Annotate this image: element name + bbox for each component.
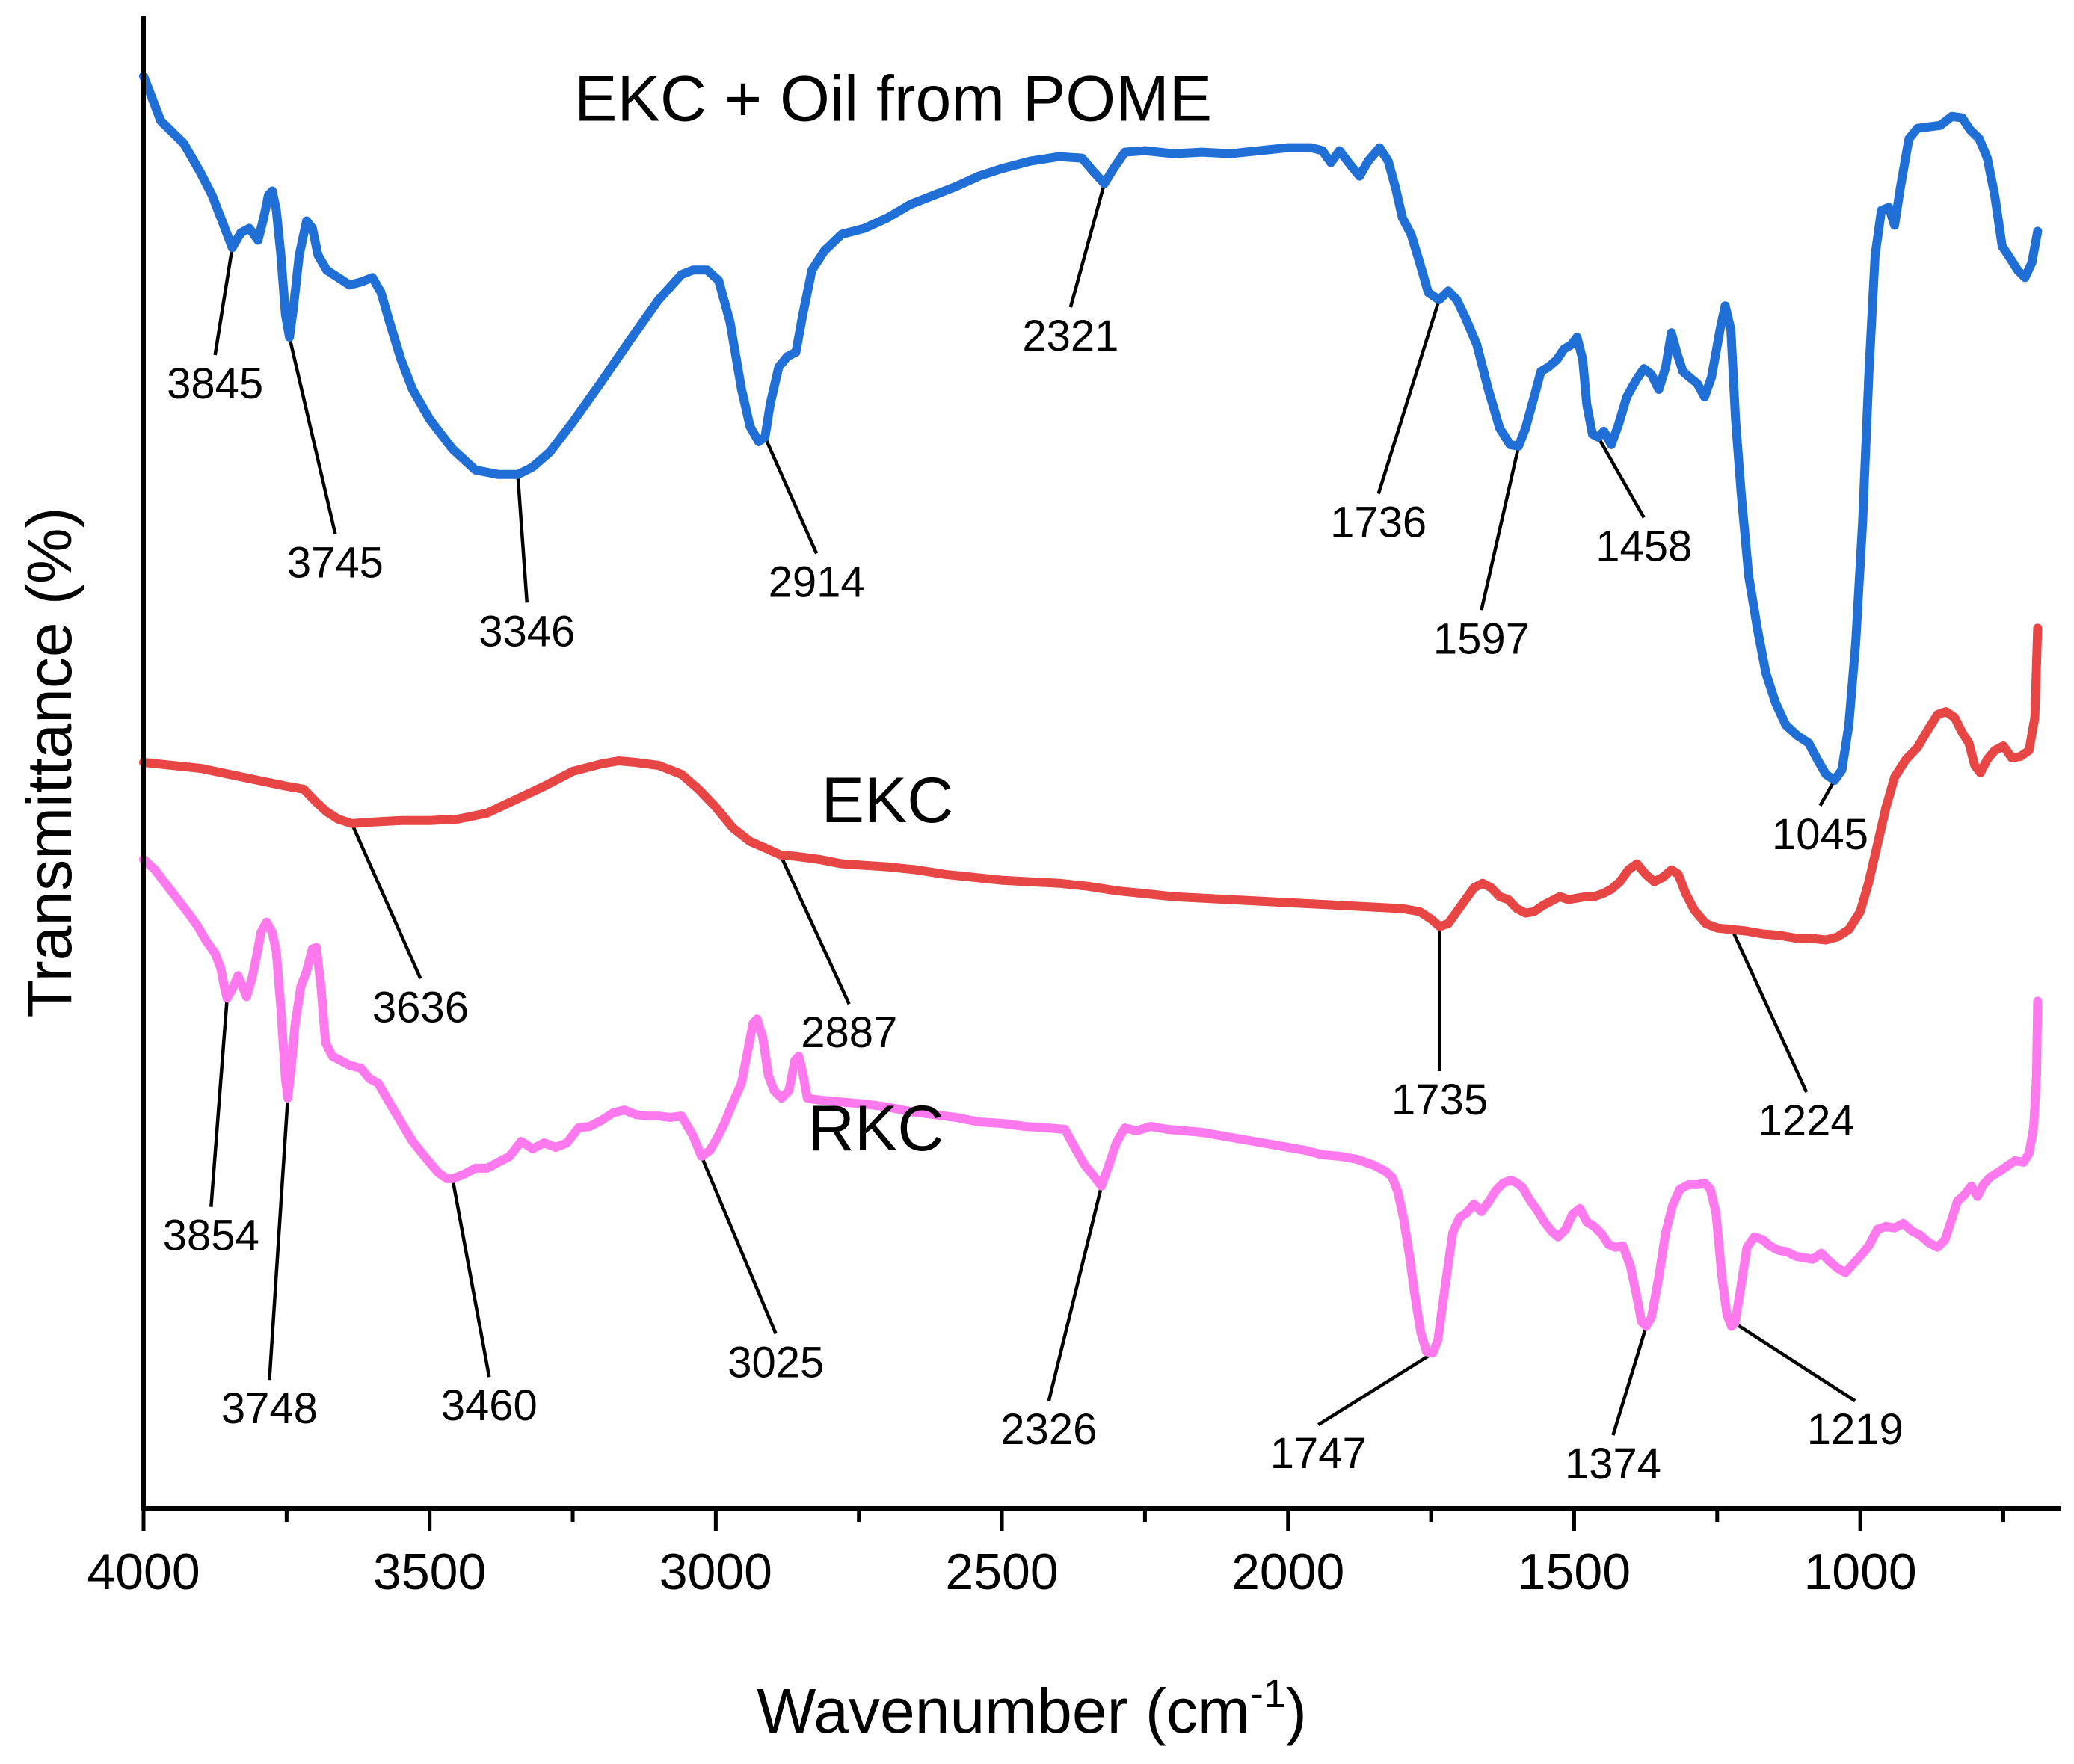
peak-label-1458: 1458 [1595,522,1692,571]
leader-line-1747 [1317,1351,1434,1427]
series-label-1: EKC [822,765,954,836]
y-axis-title: Transmittance (%) [14,507,84,1017]
leader-line-3636 [350,822,422,980]
leader-line-3025 [700,1156,778,1335]
peak-labels: 3845 3745 3346 2914 2321 1736 1597 1458 1045 3636… [163,312,1904,1488]
spectrum-curves [139,71,2043,1358]
peak-label-1736: 1736 [1330,499,1427,547]
x-axis-title-superscript: -1 [1250,1671,1286,1716]
axes: 4000 3500 3000 2500 2000 1500 1000 [87,16,2061,1600]
x-tick-label-2500: 2500 [945,1544,1058,1600]
x-ticks [141,1508,2005,1531]
series-label-0: EKC + Oil from POME [574,64,1212,135]
leader-line-3346 [516,474,529,603]
peak-label-1735: 1735 [1391,1076,1488,1124]
x-tick-label-1000: 1000 [1803,1544,1916,1600]
peak-label-1747: 1747 [1270,1429,1367,1478]
peak-label-1219: 1219 [1807,1405,1904,1454]
leader-line-1736 [1376,299,1441,495]
leader-line-3845 [213,247,234,356]
leader-line-3460 [451,1178,491,1378]
leader-line-3745 [287,336,337,535]
annotation-leader-lines [209,182,1856,1436]
series-line-0 [139,71,2043,785]
peak-label-3460: 3460 [441,1381,538,1430]
leader-line-3854 [209,998,229,1207]
peak-label-2887: 2887 [801,1008,897,1057]
x-tick-label-1500: 1500 [1518,1544,1631,1600]
peak-label-3025: 3025 [727,1338,824,1387]
x-axis-title-close: ) [1286,1676,1307,1746]
x-tick-label-2000: 2000 [1231,1544,1344,1600]
peak-label-3636: 3636 [372,983,469,1031]
x-tick-labels: 4000 3500 3000 2500 2000 1500 1000 [87,1544,1916,1600]
series-labels: EKC + Oil from POME EKC RKC [574,64,1212,1165]
series-line-1 [139,623,2043,945]
leader-line-3748 [268,1097,290,1381]
leader-line-2326 [1047,1185,1104,1401]
peak-label-3745: 3745 [287,538,384,587]
peak-label-3854: 3854 [163,1212,259,1260]
x-axis-title-main: Wavenumber (cm [757,1676,1250,1746]
x-tick-label-3500: 3500 [373,1544,486,1600]
leader-line-1597 [1480,445,1521,611]
peak-label-3845: 3845 [167,360,263,408]
leader-line-1045 [1818,779,1836,807]
peak-label-2321: 2321 [1022,312,1118,360]
peak-label-2326: 2326 [1000,1405,1097,1454]
x-axis-title: Wavenumber (cm-1) [757,1671,1307,1746]
peak-label-2914: 2914 [769,558,865,606]
series-label-2: RKC [808,1093,944,1165]
leader-line-1219 [1734,1322,1856,1403]
leader-line-1374 [1611,1325,1649,1436]
peak-label-1045: 1045 [1772,810,1868,859]
peak-label-1374: 1374 [1565,1440,1661,1488]
x-tick-label-4000: 4000 [87,1544,200,1600]
x-tick-label-3000: 3000 [659,1544,772,1600]
leader-line-1224 [1730,928,1809,1093]
peak-label-3346: 3346 [479,607,575,656]
peak-label-1224: 1224 [1758,1097,1855,1145]
leader-line-2914 [763,436,819,555]
leader-line-2321 [1068,182,1107,308]
series-line-2 [139,854,2043,1358]
peak-label-3748: 3748 [221,1384,318,1433]
peak-label-1597: 1597 [1433,614,1530,663]
leader-line-1458 [1596,436,1646,519]
leader-line-2887 [778,854,851,1005]
